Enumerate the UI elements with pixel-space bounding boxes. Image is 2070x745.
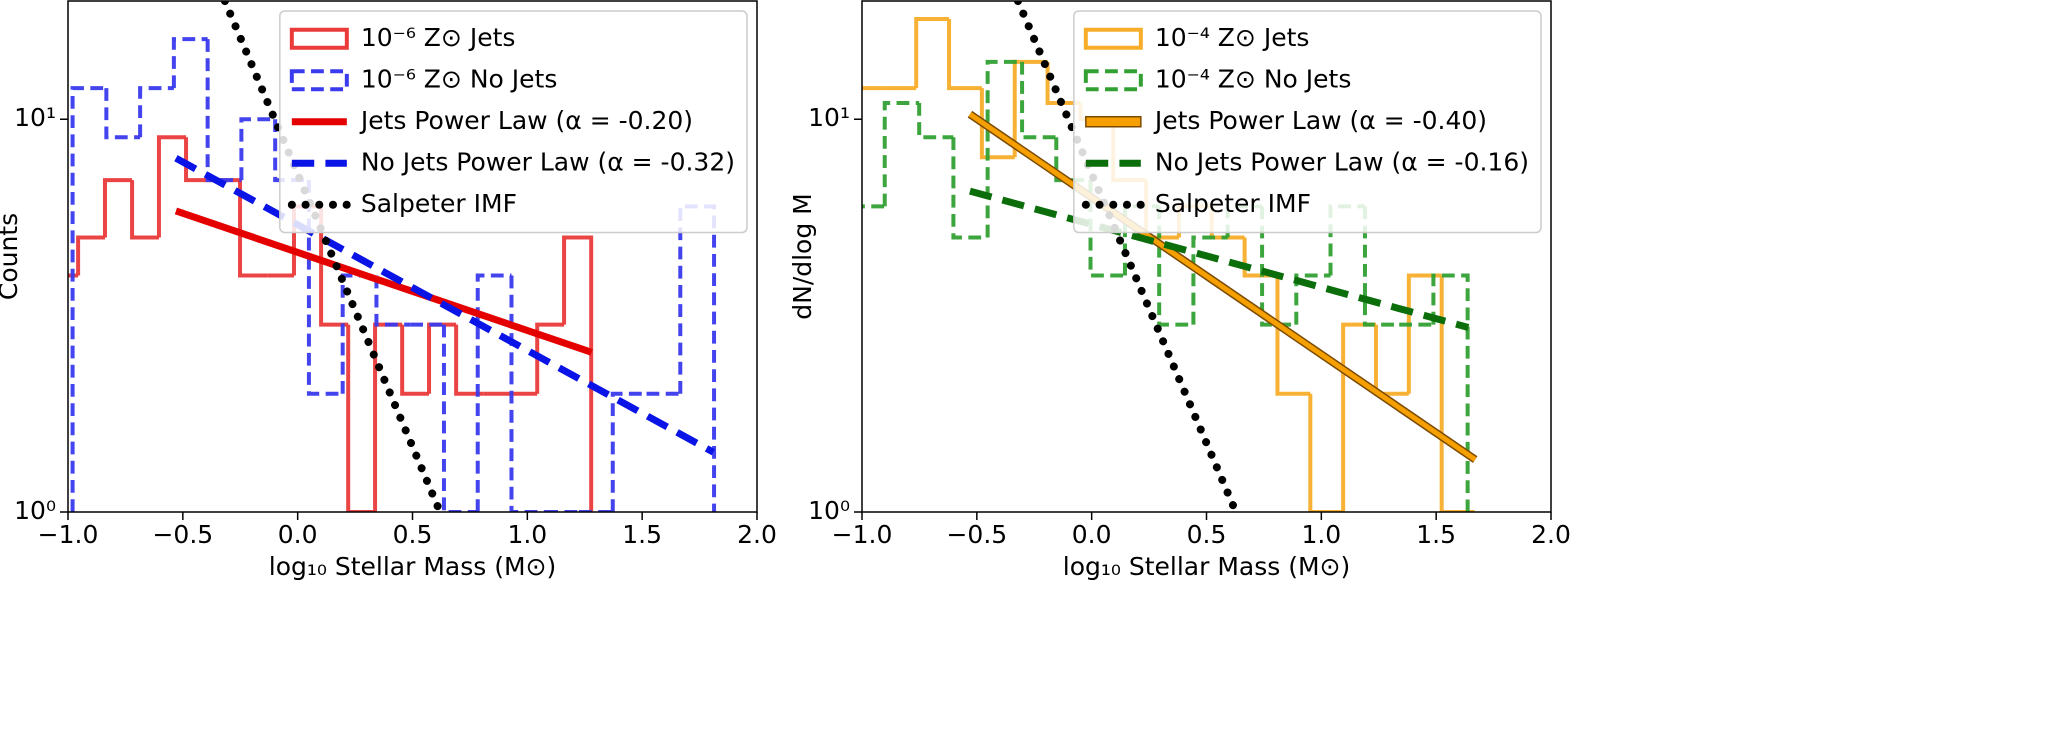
x-tick-label: 2.0 — [1531, 520, 1571, 549]
histogram-step — [1431, 273, 1470, 512]
histogram-step — [70, 86, 107, 512]
histogram-step — [914, 16, 950, 89]
legend-label: 10⁻⁴ Z⊙ No Jets — [1155, 64, 1352, 93]
x-tick-label: 1.5 — [622, 520, 662, 549]
histogram-step — [509, 275, 546, 512]
legend-label: No Jets Power Law (α = -0.32) — [361, 147, 735, 176]
y-axis-label: Counts — [0, 213, 23, 300]
x-tick-label: 0.0 — [278, 520, 318, 549]
histogram-step — [1294, 273, 1331, 325]
legend-swatch — [1083, 69, 1143, 92]
histogram-step — [346, 324, 376, 512]
plot-area — [68, 1, 717, 512]
histogram-step — [610, 391, 647, 512]
legend-label: 10⁻⁶ Z⊙ No Jets — [361, 64, 558, 93]
y-axis-label: dN/dlog M — [788, 193, 817, 320]
histogram-step — [374, 275, 411, 327]
legend-label: No Jets Power Law (α = -0.16) — [1155, 147, 1529, 176]
legend: 10⁻⁶ Z⊙ Jets 10⁻⁶ Z⊙ No Jets Jets Power La… — [279, 10, 748, 234]
histogram-step — [1439, 275, 1475, 512]
histogram-step — [238, 180, 268, 278]
legend-label: Salpeter IMF — [1155, 189, 1311, 218]
histogram-step — [1020, 61, 1057, 140]
x-axis-label: log₁₀ Stellar Mass (M⊙) — [269, 552, 557, 581]
histogram-step — [319, 206, 349, 327]
salpeter-line — [1013, 1, 1240, 512]
histogram-step — [1275, 275, 1311, 396]
x-tick-label: −0.5 — [152, 520, 213, 549]
histogram-step — [239, 117, 276, 181]
histogram-step — [985, 59, 1023, 238]
legend: 10⁻⁴ Z⊙ Jets 10⁻⁴ Z⊙ No Jets Jets Power La… — [1073, 10, 1542, 234]
legend-label: 10⁻⁶ Z⊙ Jets — [361, 23, 516, 52]
histogram-step — [68, 273, 79, 278]
x-axis-label: log₁₀ Stellar Mass (M⊙) — [1063, 552, 1351, 581]
histogram-step — [76, 235, 105, 276]
legend-swatch — [289, 27, 349, 50]
histogram-step — [1012, 59, 1048, 158]
histogram-step — [1406, 273, 1442, 394]
histogram-step — [400, 324, 430, 396]
power-law-line — [174, 207, 593, 356]
y-tick-label: 10⁰ — [808, 496, 850, 525]
histogram-step — [882, 100, 920, 207]
x-tick-label: 1.0 — [1301, 520, 1341, 549]
histogram-step — [862, 204, 885, 209]
histogram-step — [1362, 206, 1400, 327]
histogram-step — [102, 178, 133, 238]
histogram-step — [1308, 393, 1344, 512]
x-tick-label: 0.0 — [1072, 520, 1112, 549]
histogram-step — [1341, 322, 1376, 512]
histogram-step — [979, 88, 1015, 160]
histogram-step — [171, 37, 208, 89]
histogram-step — [306, 180, 343, 396]
histogram-step — [951, 137, 988, 240]
x-tick-label: 1.5 — [1416, 520, 1456, 549]
legend-swatch — [289, 69, 349, 92]
y-tick-label: 10¹ — [808, 103, 850, 132]
histogram-step — [535, 322, 565, 394]
legend-label: Jets Power Law (α = -0.20) — [359, 106, 693, 135]
x-tick-label: −1.0 — [38, 520, 99, 549]
histogram-step — [1260, 206, 1297, 327]
histogram-step — [1373, 324, 1409, 396]
x-tick-label: 1.0 — [507, 520, 547, 549]
salpeter-line — [220, 1, 445, 512]
histogram-step — [104, 88, 141, 140]
histogram-step — [427, 322, 457, 394]
x-tick-label: −1.0 — [832, 520, 893, 549]
histogram-step — [441, 324, 478, 512]
y-tick-label: 10¹ — [14, 103, 56, 132]
plot-area — [862, 1, 1478, 512]
x-tick-label: −0.5 — [946, 520, 1007, 549]
histogram-step — [130, 180, 159, 240]
power-law-line — [969, 187, 1470, 331]
histogram-step — [678, 204, 717, 512]
legend-swatch — [1083, 27, 1143, 50]
x-tick-label: 0.5 — [1187, 520, 1227, 549]
histogram-step — [562, 235, 594, 512]
legend-label: Jets Power Law (α = -0.40) — [1153, 106, 1487, 135]
legend-label: Salpeter IMF — [361, 189, 517, 218]
y-tick-label: 10⁰ — [14, 496, 56, 525]
histogram-step — [184, 137, 214, 183]
histogram-step — [454, 324, 484, 396]
power-law-line — [968, 112, 1477, 462]
legend-box — [279, 10, 748, 234]
x-tick-label: 0.5 — [393, 520, 433, 549]
histogram-step — [862, 86, 884, 91]
legend-label: 10⁻⁴ Z⊙ Jets — [1155, 23, 1310, 52]
legend-swatch — [1085, 116, 1142, 128]
histogram-step — [1191, 235, 1228, 325]
x-tick-label: 2.0 — [737, 520, 777, 549]
legend-box — [1073, 10, 1542, 234]
histogram-step — [138, 86, 174, 138]
histogram-step — [947, 18, 982, 91]
histogram-step — [475, 273, 512, 512]
histogram-step — [917, 102, 954, 140]
histogram-step — [205, 39, 242, 183]
power-law-line — [174, 155, 716, 456]
histogram-step — [156, 135, 187, 238]
